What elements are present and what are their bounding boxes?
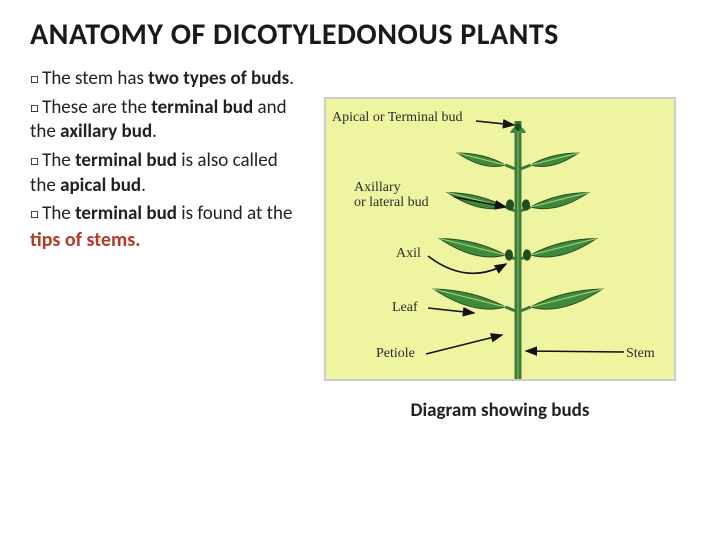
bold-text: terminal bud <box>75 149 177 172</box>
text: The stem has <box>42 67 148 90</box>
diagram-label: Stem <box>626 347 655 362</box>
text: is found at the <box>177 202 292 225</box>
bullet-icon: □ <box>30 99 39 117</box>
list-item: □The terminal bud is also called the api… <box>30 149 298 198</box>
diagram-label: Petiole <box>376 347 415 362</box>
bullet-list: □The stem has two types of buds. □These … <box>30 67 298 422</box>
list-item: □These are the terminal bud and the axil… <box>30 96 298 145</box>
bold-text: axillary bud <box>60 120 152 143</box>
highlight-text: tips of stems. <box>30 228 141 252</box>
diagram-label: Leaf <box>392 301 418 316</box>
text: . <box>152 120 157 143</box>
bold-text: terminal bud <box>151 96 253 119</box>
diagram-label: Axillaryor lateral bud <box>354 181 429 210</box>
figure-column: Apical or Terminal bud Axillaryor lateral… <box>310 67 690 422</box>
text: The <box>42 149 75 172</box>
bullet-icon: □ <box>30 205 39 223</box>
plant-diagram: Apical or Terminal bud Axillaryor lateral… <box>324 97 676 381</box>
list-item: □The terminal bud is found at the tips o… <box>30 202 298 253</box>
bold-text: apical bud <box>60 174 141 197</box>
text: The <box>42 202 75 225</box>
bullet-icon: □ <box>30 152 39 170</box>
figure-caption: Diagram showing buds <box>411 399 590 422</box>
diagram-label: Apical or Terminal bud <box>332 111 463 126</box>
diagram-label: Axil <box>396 247 421 262</box>
page-title: ANATOMY OF DICOTYLEDONOUS PLANTS <box>30 18 690 51</box>
text: These are the <box>42 96 151 119</box>
text: . <box>141 174 146 197</box>
bold-text: terminal bud <box>75 202 177 225</box>
list-item: □The stem has two types of buds. <box>30 67 298 92</box>
text: . <box>289 67 294 90</box>
content-row: □The stem has two types of buds. □These … <box>30 67 690 422</box>
bullet-icon: □ <box>30 70 39 88</box>
bold-text: two types of buds <box>148 67 289 90</box>
